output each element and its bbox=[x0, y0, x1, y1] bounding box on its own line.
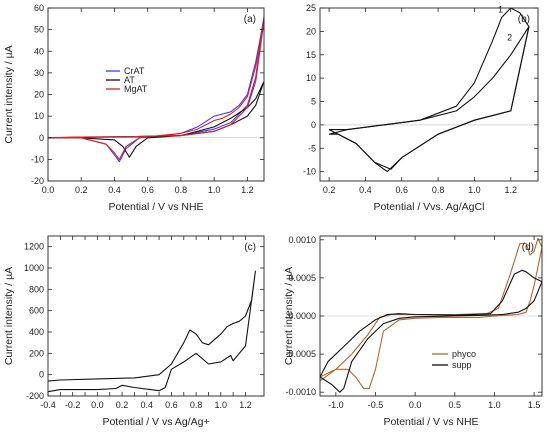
plot-frame bbox=[47, 235, 265, 397]
x-tick-label: 0.0 bbox=[42, 185, 55, 195]
x-tick-label: 1.2 bbox=[504, 185, 517, 195]
x-tick-label: 1.2 bbox=[239, 400, 252, 410]
x-tick-label: 0.4 bbox=[140, 400, 153, 410]
curve-label: 2 bbox=[507, 33, 512, 43]
x-tick-label: 0.6 bbox=[141, 185, 154, 195]
y-tick-label: 10 bbox=[306, 73, 316, 83]
x-tick-label: 0.5 bbox=[449, 400, 462, 410]
series-line bbox=[47, 270, 256, 393]
y-tick-label: 0.0005 bbox=[288, 273, 316, 283]
plot-frame bbox=[319, 7, 539, 182]
chart-panel: -0.4 -0.2 0.0 0.2 0.4 0.6 0.8 1.0 1.2 -200 0 200 400… bbox=[3, 235, 265, 428]
y-tick-label: 0 bbox=[39, 370, 44, 380]
y-tick-label: 0 bbox=[311, 120, 316, 130]
x-tick-label: -0.4 bbox=[40, 400, 56, 410]
series-line bbox=[328, 7, 530, 173]
y-tick-label: 25 bbox=[306, 3, 316, 13]
y-tick-label: 1200 bbox=[24, 242, 44, 252]
panel-tag: (c) bbox=[244, 242, 256, 253]
y-tick-label: 15 bbox=[306, 50, 316, 60]
plot-frame bbox=[47, 7, 265, 182]
x-axis-label: Potential / Vvs. Ag/AgCl bbox=[374, 201, 485, 213]
legend-entry: supp bbox=[452, 360, 472, 370]
x-axis-label: Potential / V vs NHE bbox=[383, 416, 478, 428]
x-tick-label: 1.5 bbox=[528, 400, 541, 410]
x-tick-label: 1.0 bbox=[215, 400, 228, 410]
chart-panel: 0.0 0.2 0.4 0.6 0.8 1.0 1.2 -20 -10 0 10 20 30 40 50 60… bbox=[3, 3, 265, 213]
series-line bbox=[47, 80, 265, 158]
x-tick-label: 1.0 bbox=[488, 400, 501, 410]
y-axis-label: Current intensity / µA bbox=[3, 267, 15, 365]
y-tick-label: 50 bbox=[34, 25, 44, 35]
series-line bbox=[47, 16, 265, 163]
y-tick-label: -10 bbox=[31, 154, 44, 164]
y-tick-label: -200 bbox=[26, 391, 44, 401]
y-tick-label: -20 bbox=[31, 176, 44, 186]
y-tick-label: 600 bbox=[29, 306, 44, 316]
y-tick-label: 200 bbox=[29, 348, 44, 358]
y-tick-label: -0.0005 bbox=[285, 349, 316, 359]
curve-label: 1 bbox=[498, 5, 503, 15]
y-tick-label: 800 bbox=[29, 284, 44, 294]
y-tick-label: -10 bbox=[303, 167, 316, 177]
legend-entry: CrAT bbox=[124, 66, 145, 76]
y-tick-label: 10 bbox=[34, 111, 44, 121]
x-tick-label: 0.8 bbox=[432, 185, 445, 195]
y-tick-label: 0.0010 bbox=[288, 235, 316, 245]
x-tick-label: -0.5 bbox=[368, 400, 384, 410]
x-tick-label: -0.2 bbox=[65, 400, 81, 410]
legend-entry: phyco bbox=[452, 349, 476, 359]
x-tick-label: 0.6 bbox=[165, 400, 178, 410]
panel-tag: (d) bbox=[522, 242, 534, 253]
chart-panel: -1.0 -0.5 0.0 0.5 1.0 1.5 -0.0010 -0.0005 0.0000… bbox=[283, 235, 543, 428]
x-tick-label: 0.8 bbox=[190, 400, 203, 410]
y-tick-label: -0.0010 bbox=[285, 387, 316, 397]
x-tick-label: 0.4 bbox=[108, 185, 121, 195]
x-tick-label: 0.2 bbox=[323, 185, 336, 195]
x-tick-label: 0.0 bbox=[91, 400, 104, 410]
x-tick-label: 1.0 bbox=[468, 185, 481, 195]
y-axis-label: Current intensity / µA bbox=[283, 267, 295, 365]
y-tick-label: 0.0000 bbox=[288, 311, 316, 321]
y-tick-label: 60 bbox=[34, 3, 44, 13]
series-line bbox=[328, 26, 530, 170]
panel-tag: (b) bbox=[518, 14, 530, 25]
panel-tag: (a) bbox=[244, 14, 256, 25]
x-tick-label: 0.0 bbox=[409, 400, 422, 410]
legend-entry: AT bbox=[124, 75, 135, 85]
x-tick-label: 0.6 bbox=[395, 185, 408, 195]
y-tick-label: 20 bbox=[306, 26, 316, 36]
x-axis-label: Potential / V vs Ag/Ag+ bbox=[102, 416, 209, 428]
y-tick-label: 1000 bbox=[24, 263, 44, 273]
x-tick-label: -1.0 bbox=[328, 400, 344, 410]
series-line bbox=[47, 20, 265, 160]
y-tick-label: 400 bbox=[29, 327, 44, 337]
x-tick-label: 0.2 bbox=[116, 400, 129, 410]
chart-panel: 0.2 0.4 0.6 0.8 1.0 1.2 -10 -5 0 5 10 15 20 25 Potenti… bbox=[303, 3, 539, 213]
y-tick-label: 30 bbox=[34, 68, 44, 78]
x-tick-label: 0.2 bbox=[75, 185, 88, 195]
y-tick-label: 20 bbox=[34, 90, 44, 100]
x-tick-label: 1.0 bbox=[208, 185, 221, 195]
series-line bbox=[319, 237, 543, 389]
x-tick-label: 0.4 bbox=[359, 185, 372, 195]
y-tick-label: 0 bbox=[39, 133, 44, 143]
y-axis-label: Current intensity / µA bbox=[3, 45, 15, 143]
x-tick-label: 1.2 bbox=[241, 185, 254, 195]
y-tick-label: 40 bbox=[34, 46, 44, 56]
y-tick-label: 5 bbox=[311, 97, 316, 107]
y-tick-label: -5 bbox=[308, 143, 316, 153]
legend-entry: MgAT bbox=[124, 84, 148, 94]
x-tick-label: 0.8 bbox=[175, 185, 188, 195]
x-axis-label: Potential / V vs NHE bbox=[108, 201, 203, 213]
